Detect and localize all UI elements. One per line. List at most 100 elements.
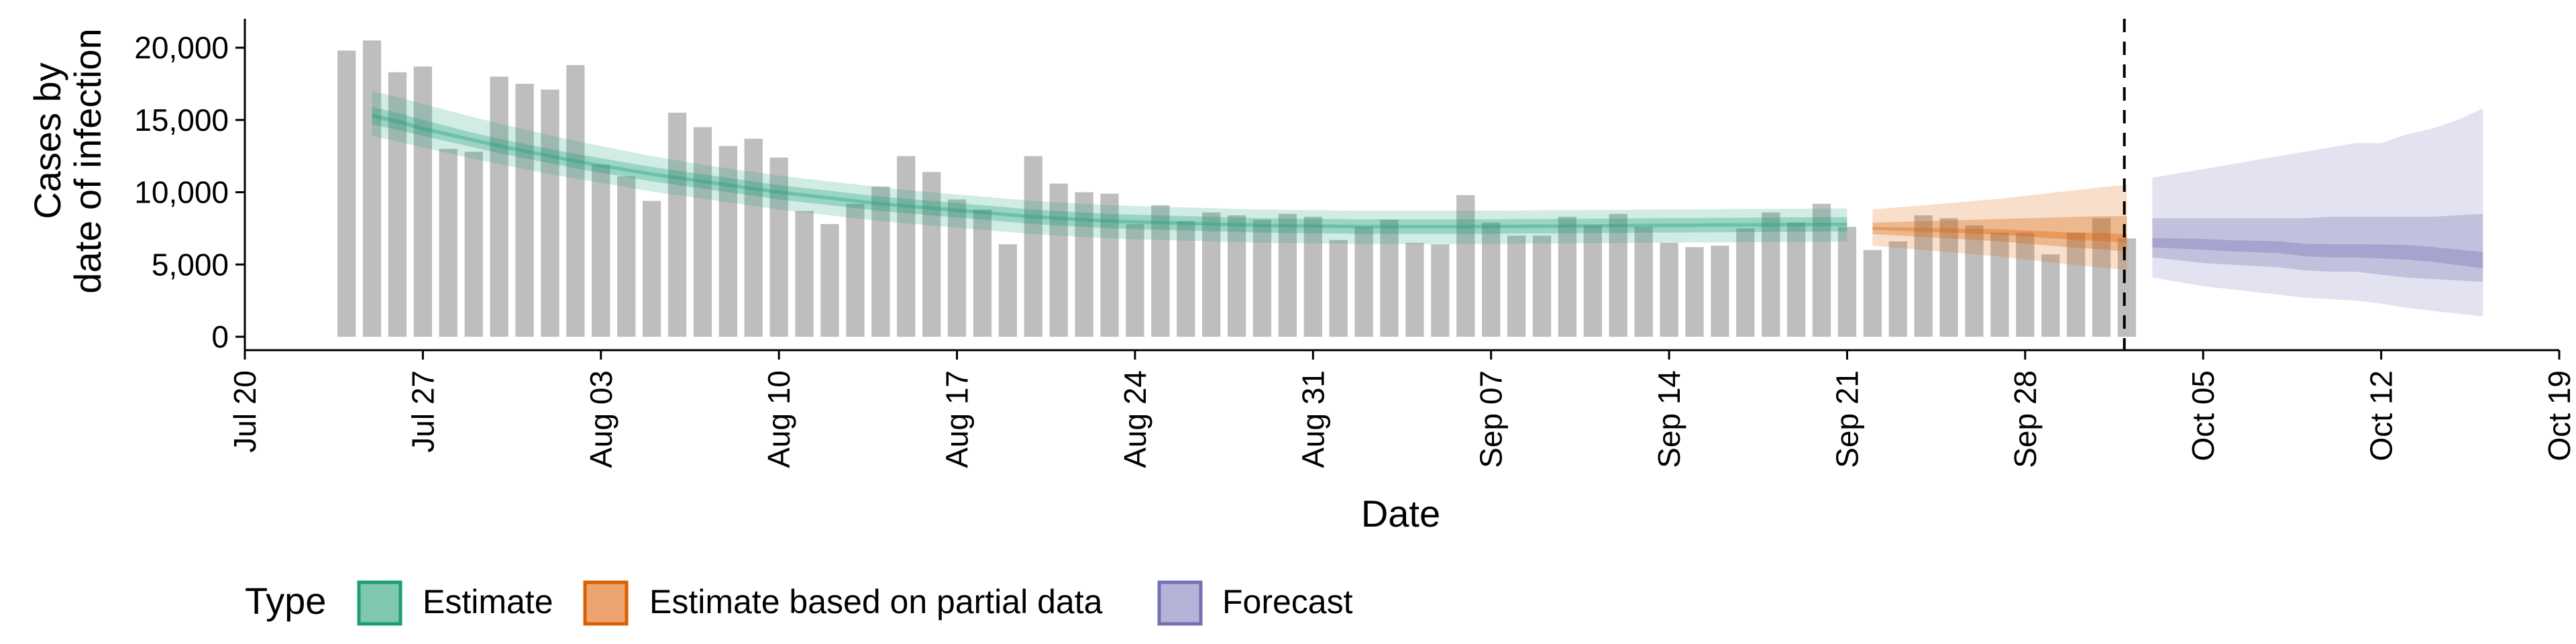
bar: [1965, 225, 1984, 337]
bar: [617, 176, 636, 337]
x-tick-label: Aug 03: [584, 370, 619, 468]
bar: [2016, 232, 2035, 337]
bar: [1939, 218, 1958, 337]
bar: [693, 127, 712, 337]
bar: [1736, 228, 1755, 337]
bar: [1685, 247, 1704, 337]
bar: [1583, 225, 1602, 337]
bar: [1837, 227, 1857, 337]
bar: [1049, 183, 1068, 337]
ribbons: [372, 91, 2483, 317]
x-tick-label: Aug 10: [761, 370, 796, 468]
estimate-band-90: [372, 91, 1847, 244]
bar: [1380, 219, 1399, 337]
bar: [1914, 215, 1933, 337]
x-tick-label: Aug 31: [1295, 370, 1330, 468]
bar: [2067, 232, 2086, 337]
bar: [1252, 219, 1272, 337]
bar: [1456, 195, 1475, 337]
bar: [846, 203, 865, 337]
bar: [1863, 250, 1882, 337]
bar: [744, 138, 763, 337]
bar: [1431, 244, 1450, 337]
x-tick-label: Aug 17: [940, 370, 975, 468]
x-tick-label: Jul 20: [227, 370, 262, 453]
bar: [1482, 222, 1501, 337]
bar: [1329, 239, 1348, 337]
bar: [1609, 213, 1627, 337]
partial-band-50: [1872, 216, 2127, 252]
forecast-band-90: [2152, 108, 2483, 317]
x-ticks: Jul 20 Jul 27 Aug 03 Aug 10 Aug 17 Aug 24 Aug …: [227, 350, 2576, 468]
bar: [1227, 215, 1246, 337]
bar: [1660, 242, 1678, 337]
bar: [820, 223, 839, 337]
bar: [1151, 205, 1170, 337]
legend-label-estimate: Estimate: [423, 583, 553, 621]
forecast-band-50: [2152, 213, 2483, 282]
bar: [1354, 227, 1373, 337]
bar: [1177, 221, 1195, 337]
x-tick-label: Sep 21: [1829, 370, 1864, 468]
y-tick-label: 10,000: [134, 175, 229, 210]
partial-band-90: [1872, 184, 2127, 270]
bar: [1711, 246, 1729, 337]
x-tick-label: Jul 27: [405, 370, 440, 453]
plot-area: [337, 19, 2483, 350]
bar: [1126, 223, 1144, 337]
bar: [2092, 218, 2111, 337]
bar: [439, 148, 458, 337]
legend-label-forecast: Forecast: [1222, 583, 1353, 621]
estimate-band-50: [372, 107, 1847, 234]
bar: [413, 66, 433, 337]
bar: [642, 201, 661, 337]
bar: [515, 83, 534, 337]
bar: [1100, 193, 1119, 337]
x-axis-title: Date: [1361, 492, 1440, 535]
bar: [667, 113, 687, 337]
x-tick-label: Sep 07: [1474, 370, 1509, 468]
bar: [337, 50, 356, 337]
bar: [490, 76, 508, 337]
bar: [973, 209, 992, 337]
x-tick-label: Sep 28: [2008, 370, 2043, 468]
bar: [362, 40, 382, 337]
bar: [1202, 212, 1221, 337]
bar: [1634, 227, 1653, 337]
bar: [1762, 212, 1780, 337]
bar: [1507, 235, 1526, 337]
y-tick-label: 0: [211, 319, 229, 354]
bar: [1075, 192, 1093, 337]
bar: [1990, 232, 2009, 337]
bar: [464, 152, 483, 337]
bar: [1812, 203, 1831, 337]
bar: [897, 156, 916, 337]
y-axis-title-line-2: date of infection: [66, 28, 109, 293]
legend-title: Type: [245, 580, 326, 622]
y-tick-label: 15,000: [134, 103, 229, 138]
legend-label-partial: Estimate based on partial data: [649, 583, 1103, 621]
bar: [1888, 241, 1907, 337]
bar: [1405, 242, 1424, 337]
legend-key-partial: [583, 580, 629, 626]
bar: [871, 186, 890, 337]
bar: [1303, 217, 1322, 337]
legend-key-forecast: [1157, 580, 1203, 626]
x-tick-label: Oct 19: [2542, 370, 2576, 462]
axes: 0 5,000 10,000 15,000 20,000 Jul 20 Jul 27 Aug…: [134, 19, 2576, 468]
bar: [795, 211, 814, 337]
bar: [541, 89, 559, 337]
forecast-median-band: [2152, 237, 2483, 268]
x-tick-label: Sep 14: [1652, 370, 1686, 468]
y-tick-label: 20,000: [134, 30, 229, 65]
bar: [2117, 238, 2137, 337]
bar: [1558, 217, 1577, 337]
bar: [1532, 235, 1552, 337]
y-ticks: 0 5,000 10,000 15,000 20,000: [134, 30, 245, 354]
bar: [566, 64, 585, 337]
x-tick-label: Oct 12: [2364, 370, 2399, 462]
bar: [922, 172, 941, 337]
bar: [1786, 222, 1806, 337]
bar: [998, 244, 1018, 337]
